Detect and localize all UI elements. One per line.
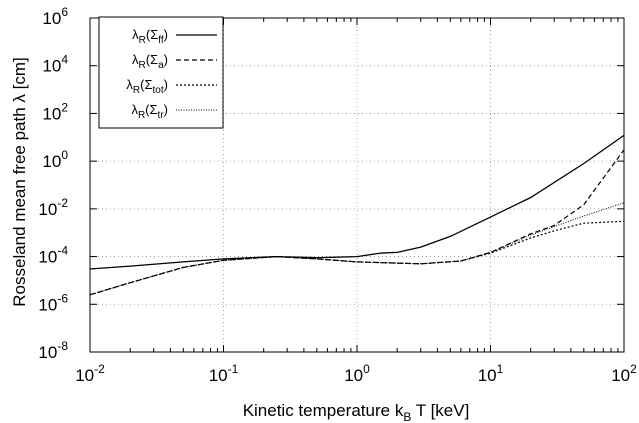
legend-label-3: λR(Σtot)	[126, 77, 168, 96]
legend: λR(Σff) λR(Σa) λR(Σtot) λR(Σtr)	[98, 16, 224, 129]
x-tick-labels: 10-2 10-1 100 101 102	[75, 362, 637, 385]
series-line-1	[89, 134, 625, 270]
y-tick-labels: 10-8 10-6 10-4 10-2 100 102 104 106	[38, 5, 68, 362]
x-tick-label: 100	[344, 362, 370, 385]
legend-label-4: λR(Σtr)	[131, 102, 168, 121]
y-tick-label: 104	[42, 53, 68, 76]
y-tick-label: 10-2	[38, 196, 68, 219]
series-line-3	[89, 220, 625, 296]
series-line-4	[89, 202, 625, 296]
y-tick-label: 10-8	[38, 339, 68, 362]
y-tick-label: 102	[42, 100, 68, 123]
x-tick-label: 10-2	[75, 362, 105, 385]
series-lines	[89, 134, 625, 296]
y-tick-label: 100	[42, 148, 68, 171]
y-tick-label: 10-4	[38, 244, 68, 267]
y-tick-label: 106	[42, 5, 68, 28]
x-tick-label: 10-1	[209, 362, 239, 385]
legend-label-1: λR(Σff)	[132, 27, 168, 46]
x-axis-title: Kinetic temperature kB T [keV]	[243, 401, 470, 423]
legend-label-2: λR(Σa)	[132, 52, 168, 71]
x-tick-label: 102	[611, 362, 637, 385]
y-axis-title: Rosseland mean free path λ [cm]	[10, 57, 29, 306]
y-tick-label: 10-6	[38, 291, 68, 314]
x-tick-label: 101	[478, 362, 504, 385]
